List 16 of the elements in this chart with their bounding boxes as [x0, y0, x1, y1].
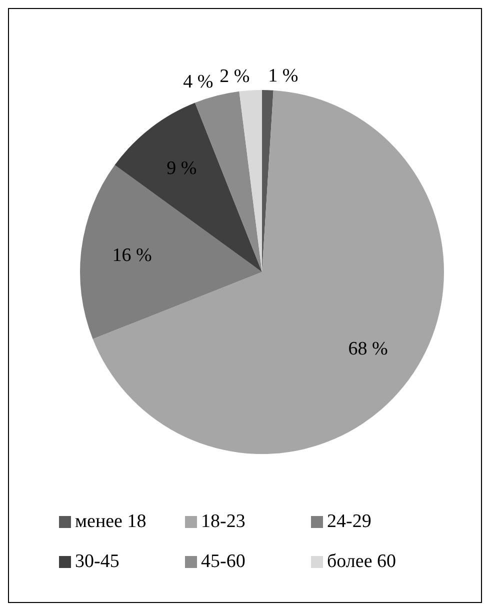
pie-slice [92, 90, 444, 454]
legend-label: 24-29 [326, 510, 372, 534]
data-label: 1 % [268, 66, 298, 87]
data-label: 16 % [112, 245, 152, 266]
pie-slice [114, 102, 262, 272]
legend-label: 30-45 [74, 550, 120, 574]
data-label: 68 % [348, 338, 388, 360]
legend-label: 45-60 [200, 550, 246, 574]
legend-label: более 60 [326, 550, 398, 574]
pie-slice [195, 91, 262, 272]
data-label: 4 % [183, 72, 214, 93]
legend-label: менее 18 [74, 510, 148, 534]
legend-label: 18-23 [200, 510, 246, 534]
data-label: 9 % [166, 158, 197, 179]
pie-slice [239, 90, 262, 272]
data-label: 2 % [220, 66, 250, 87]
